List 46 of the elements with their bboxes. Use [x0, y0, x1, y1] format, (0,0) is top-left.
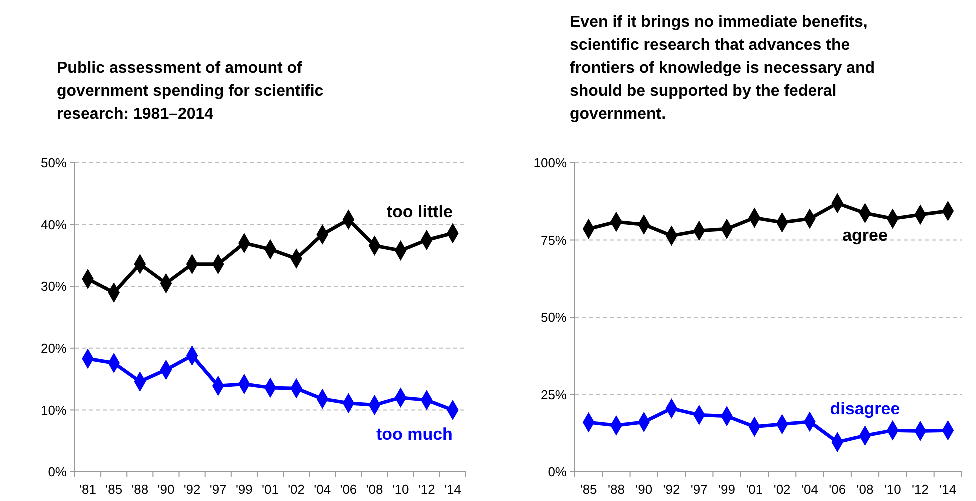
x-tick-label: '14 — [444, 482, 462, 497]
x-tick-label: '01 — [262, 482, 279, 497]
x-tick-label: '81 — [80, 482, 97, 497]
x-tick-label: '04 — [314, 482, 332, 497]
y-tick-label: 50% — [540, 310, 568, 326]
x-tick-label: '90 — [158, 482, 175, 497]
x-tick-label: '02 — [288, 482, 306, 497]
x-tick-label: '02 — [774, 482, 791, 497]
y-tick-label: 50% — [40, 156, 68, 171]
y-tick-label: 0% — [48, 464, 68, 480]
x-tick-label: '12 — [418, 482, 436, 497]
x-tick-label: '92 — [184, 482, 201, 497]
x-tick-label: '99 — [718, 482, 736, 497]
x-tick-label: '90 — [636, 482, 653, 497]
x-tick-label: '06 — [829, 482, 846, 497]
x-tick-label: '08 — [856, 482, 874, 497]
x-tick-label: '01 — [746, 482, 764, 497]
x-tick-label: '06 — [340, 482, 358, 497]
y-tick-label: 40% — [40, 217, 68, 232]
x-tick-label: '99 — [236, 482, 253, 497]
x-tick-label: '97 — [210, 482, 227, 497]
y-tick-label: 75% — [540, 232, 568, 248]
x-tick-label: '88 — [132, 482, 149, 497]
x-tick-label: '88 — [608, 482, 625, 497]
x-tick-label: '08 — [366, 482, 384, 497]
series-label: too much — [376, 425, 453, 444]
x-tick-label: '92 — [663, 482, 680, 497]
x-tick-label: '10 — [392, 482, 410, 497]
y-tick-label: 10% — [40, 402, 68, 418]
x-tick-label: '85 — [580, 482, 598, 497]
y-tick-label: 100% — [534, 156, 568, 171]
series-label: agree — [842, 226, 888, 246]
x-tick-label: '97 — [690, 482, 708, 497]
x-tick-label: '14 — [940, 482, 957, 497]
chart-title: Even if it brings no immediate benefits, scientific research that advances the frontiers of knowledge is necessary and should be supported by the federal government. — [570, 14, 875, 123]
y-tick-label: 0% — [548, 464, 568, 480]
series-label: disagree — [830, 400, 900, 419]
x-tick-label: '04 — [801, 482, 818, 497]
x-tick-label: '85 — [106, 482, 123, 497]
y-tick-label: 20% — [40, 340, 68, 356]
x-tick-label: '10 — [884, 482, 902, 497]
y-tick-label: 30% — [40, 279, 68, 294]
y-tick-label: 25% — [540, 387, 568, 402]
x-tick-label: '12 — [912, 482, 930, 497]
series-label: too little — [386, 202, 453, 222]
chart-title: Public assessment of amount of government spending for scientific research: 1981–2014 — [57, 60, 324, 123]
